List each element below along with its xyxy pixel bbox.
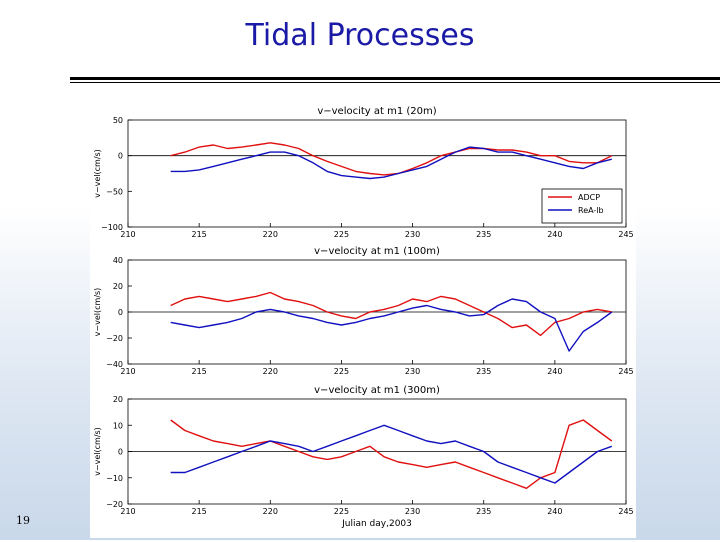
x-tick-label: 240	[547, 367, 562, 376]
x-tick-label: 215	[192, 507, 207, 516]
y-tick-label: −10	[106, 474, 123, 483]
x-tick-label: 235	[476, 507, 491, 516]
x-tick-label: 230	[405, 367, 420, 376]
x-tick-label: 225	[334, 367, 349, 376]
x-tick-label: 230	[405, 507, 420, 516]
plot-frame	[127, 119, 627, 228]
x-tick-label: 235	[476, 230, 491, 239]
title-rule-thin	[70, 82, 720, 83]
y-axis-label: v−vel(cm/s)	[93, 149, 102, 198]
series-line-series-1	[170, 291, 612, 337]
y-tick-label: 10	[113, 421, 123, 430]
y-tick-label: −20	[106, 334, 123, 343]
x-tick-label: 220	[263, 507, 278, 516]
legend-box	[541, 188, 623, 224]
y-tick-label: 0	[118, 448, 123, 457]
y-tick-label: −100	[101, 223, 123, 232]
chart-title: v−velocity at m1 (20m)	[317, 106, 436, 117]
x-tick-label: 225	[334, 230, 349, 239]
x-axis-label: Julian day,2003	[341, 519, 412, 529]
chart-title: v−velocity at m1 (100m)	[314, 246, 440, 257]
y-tick-label: 40	[113, 256, 123, 265]
x-tick-label: 210	[120, 367, 135, 376]
page-number: 19	[16, 514, 30, 527]
series-line-series-2	[170, 424, 613, 484]
y-tick-label: 20	[113, 395, 123, 404]
y-tick-label: 0	[118, 152, 123, 161]
title-rule-thick	[70, 77, 720, 80]
y-tick-label: 20	[113, 282, 123, 291]
y-axis-label: v−vel(cm/s)	[93, 288, 102, 337]
figure-panel: v−velocity at m1 (20m) 50 0 −50 −100 210 215 22…	[90, 92, 636, 538]
chart-title: v−velocity at m1 (300m)	[314, 385, 440, 396]
x-tick-label: 225	[334, 507, 349, 516]
x-tick-label: 245	[618, 367, 633, 376]
x-tick-label: 240	[547, 507, 562, 516]
x-tick-label: 245	[618, 230, 633, 239]
x-tick-label: 230	[405, 230, 420, 239]
y-tick-label: 0	[118, 308, 123, 317]
y-axis-label: v−vel(cm/s)	[93, 427, 102, 476]
y-tick-label: 50	[113, 116, 123, 125]
x-tick-label: 235	[476, 367, 491, 376]
x-tick-label: 240	[547, 230, 562, 239]
x-tick-label: 245	[618, 507, 633, 516]
x-tick-label: 220	[263, 230, 278, 239]
x-tick-label: 220	[263, 367, 278, 376]
x-tick-label: 215	[192, 230, 207, 239]
x-tick-label: 215	[192, 367, 207, 376]
x-tick-label: 210	[120, 507, 135, 516]
series-line-series-2	[170, 298, 613, 352]
legend-label: ADCP	[578, 193, 600, 202]
y-tick-label: −50	[106, 187, 123, 196]
slide-title: Tidal Processes	[245, 18, 475, 53]
series-line-series-1	[170, 419, 613, 489]
legend-label: ReA-lb	[578, 206, 604, 215]
series-line-rea-lb	[170, 146, 612, 180]
y-tick-label: −40	[106, 360, 123, 369]
x-tick-label: 210	[120, 230, 135, 239]
y-tick-label: −20	[106, 500, 123, 509]
series-line-adcp	[170, 142, 613, 176]
